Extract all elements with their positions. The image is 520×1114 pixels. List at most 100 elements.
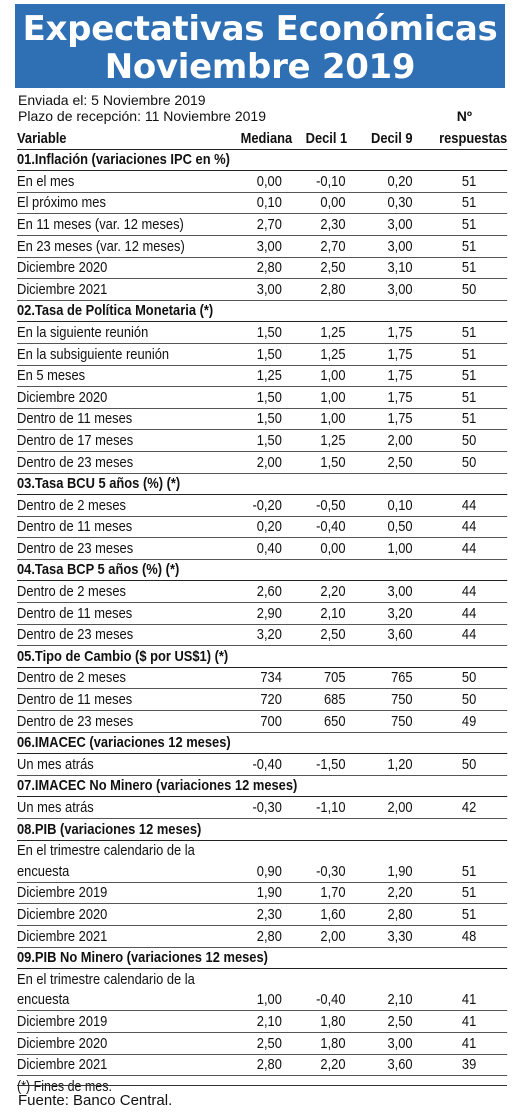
row-label: Dentro de 11 meses — [17, 410, 133, 428]
decil9-cell: 1,75 — [387, 323, 413, 341]
decil1-cell: 1,25 — [320, 345, 346, 363]
decil1-cell: 1,80 — [320, 1012, 346, 1030]
respuestas-cell: 50 — [461, 453, 477, 471]
decil1-cell: 1,80 — [320, 1034, 346, 1052]
table-row: Diciembre 2021 3,00 2,80 3,00 50 — [17, 279, 508, 301]
respuestas-cell: 50 — [461, 431, 477, 449]
decil1-cell: 2,50 — [320, 626, 346, 644]
table-row: encuesta 1,00 -0,40 2,10 41 — [17, 990, 508, 1012]
col-decil1: Decil 1 — [305, 129, 348, 147]
table-row: El próximo mes 0,10 0,00 0,30 51 — [17, 193, 508, 215]
column-header-row: Variable Mediana Decil 1 Decil 9 respues… — [17, 128, 508, 150]
mediana-cell: 2,50 — [256, 1034, 282, 1052]
decil1-cell: 2,10 — [320, 604, 346, 622]
table-row: Dentro de 2 meses 2,60 2,20 3,00 44 — [17, 581, 508, 604]
mediana-cell: 700 — [260, 712, 282, 730]
col-respuestas: respuestas — [439, 129, 508, 147]
n-label: Nº — [456, 108, 472, 124]
row-label: Dentro de 23 meses — [17, 539, 134, 557]
respuestas-cell: 51 — [461, 194, 477, 212]
decil9-cell: 1,90 — [387, 862, 413, 880]
section-header: 08.PIB (variaciones 12 meses) — [17, 819, 508, 841]
row-label: En 5 meses — [17, 367, 86, 385]
decil9-cell: 750 — [391, 712, 413, 730]
decil1-cell: -0,30 — [316, 862, 346, 880]
respuestas-cell: 44 — [461, 604, 477, 622]
decil1-cell: -1,50 — [316, 755, 346, 773]
respuestas-cell: 50 — [461, 669, 477, 687]
mediana-cell: 2,80 — [256, 1056, 282, 1074]
decil9-cell: 2,10 — [387, 991, 413, 1009]
row-label: Diciembre 2021 — [17, 280, 108, 298]
table-row: Dentro de 11 meses 720 685 750 50 — [17, 689, 508, 712]
row-label: Dentro de 23 meses — [17, 712, 134, 730]
decil9-cell: 3,00 — [387, 583, 413, 601]
respuestas-cell: 51 — [461, 323, 477, 341]
mediana-cell: 1,50 — [256, 431, 282, 449]
table-row: Dentro de 2 meses -0,20 -0,50 0,10 44 — [17, 495, 508, 517]
row-label: Dentro de 11 meses — [17, 604, 133, 622]
mediana-cell: 2,30 — [256, 905, 282, 923]
decil1-cell: -1,10 — [316, 799, 346, 816]
decil9-cell: 1,75 — [387, 410, 413, 428]
row-label: Diciembre 2019 — [17, 884, 108, 902]
table-row: Dentro de 23 meses 0,40 0,00 1,00 44 — [17, 538, 508, 560]
row-label: En 11 meses (var. 12 meses) — [17, 215, 184, 233]
respuestas-cell: 51 — [461, 237, 477, 255]
table-row: En el trimestre calendario de la — [17, 841, 507, 862]
row-label: 02.Tasa de Política Monetaria (*) — [17, 302, 214, 320]
footnote: (*) Fines de mes. — [17, 1076, 507, 1097]
table-row: Diciembre 2020 2,80 2,50 3,10 51 — [17, 258, 508, 280]
row-label: Dentro de 2 meses — [17, 496, 126, 514]
respuestas-cell: 51 — [461, 862, 477, 880]
mediana-cell: 2,80 — [256, 927, 282, 945]
mediana-cell: 2,70 — [256, 215, 282, 233]
row-label: En 23 meses (var. 12 meses) — [17, 237, 185, 255]
mediana-cell: 3,20 — [256, 626, 282, 644]
table-row: En 23 meses (var. 12 meses) 3,00 2,70 3,00 5… — [17, 236, 508, 258]
decil9-cell: 0,30 — [387, 194, 413, 212]
section-header: 03.Tasa BCU 5 años (%) (*) — [17, 474, 508, 496]
decil9-cell: 750 — [391, 691, 413, 709]
decil1-cell: 1,50 — [320, 453, 346, 471]
respuestas-cell: 44 — [461, 496, 477, 514]
row-label: Diciembre 2019 — [17, 1012, 108, 1030]
respuestas-cell: 44 — [461, 626, 477, 644]
table-row: Dentro de 11 meses 2,90 2,10 3,20 44 — [17, 603, 508, 625]
row-label: Dentro de 2 meses — [17, 669, 126, 687]
footer-rule — [17, 1085, 507, 1086]
section-header: 06.IMACEC (variaciones 12 meses) — [17, 733, 508, 755]
respuestas-cell: 44 — [461, 583, 477, 601]
respuestas-cell: 41 — [461, 1034, 477, 1052]
decil1-cell: -0,50 — [316, 496, 346, 514]
expectations-table: Variable Mediana Decil 1 Decil 9 respues… — [17, 128, 508, 1097]
table-row: Dentro de 2 meses 734 705 765 50 — [17, 668, 508, 690]
mediana-cell: 0,40 — [256, 539, 282, 557]
mediana-cell: 734 — [260, 669, 282, 687]
table-row: En 11 meses (var. 12 meses) 2,70 2,30 3,00 5… — [17, 214, 508, 236]
decil1-cell: 1,25 — [320, 431, 346, 449]
respuestas-cell: 49 — [461, 712, 477, 730]
decil1-cell: 2,80 — [320, 280, 346, 298]
mediana-cell: -0,20 — [252, 496, 282, 514]
mediana-cell: 3,00 — [256, 237, 282, 255]
decil9-cell: 0,50 — [387, 518, 413, 536]
row-label: 08.PIB (variaciones 12 meses) — [17, 820, 202, 838]
table-row: Diciembre 2020 2,50 1,80 3,00 41 — [17, 1033, 508, 1055]
decil1-cell: 0,00 — [320, 539, 346, 557]
section-header: 09.PIB No Minero (variaciones 12 meses) — [17, 948, 508, 970]
decil9-cell: 1,00 — [387, 539, 413, 557]
row-label: Diciembre 2020 — [17, 1034, 108, 1052]
section-header: 07.IMACEC No Minero (variaciones 12 mese… — [17, 776, 508, 798]
decil9-cell: 1,20 — [387, 755, 413, 773]
decil1-cell: 0,00 — [320, 194, 346, 212]
decil9-cell: 1,75 — [387, 388, 413, 406]
decil9-cell: 0,10 — [387, 496, 413, 514]
title-line-1: Expectativas Económicas — [22, 9, 498, 49]
decil9-cell: 3,60 — [387, 1056, 413, 1074]
decil1-cell: -0,40 — [316, 991, 346, 1009]
table-row: Un mes atrás -0,30 -1,10 2,00 42 — [17, 797, 508, 819]
col-mediana: Mediana — [240, 129, 293, 147]
table-row: Diciembre 2019 1,90 1,70 2,20 51 — [17, 883, 508, 905]
mediana-cell: -0,30 — [252, 799, 282, 816]
